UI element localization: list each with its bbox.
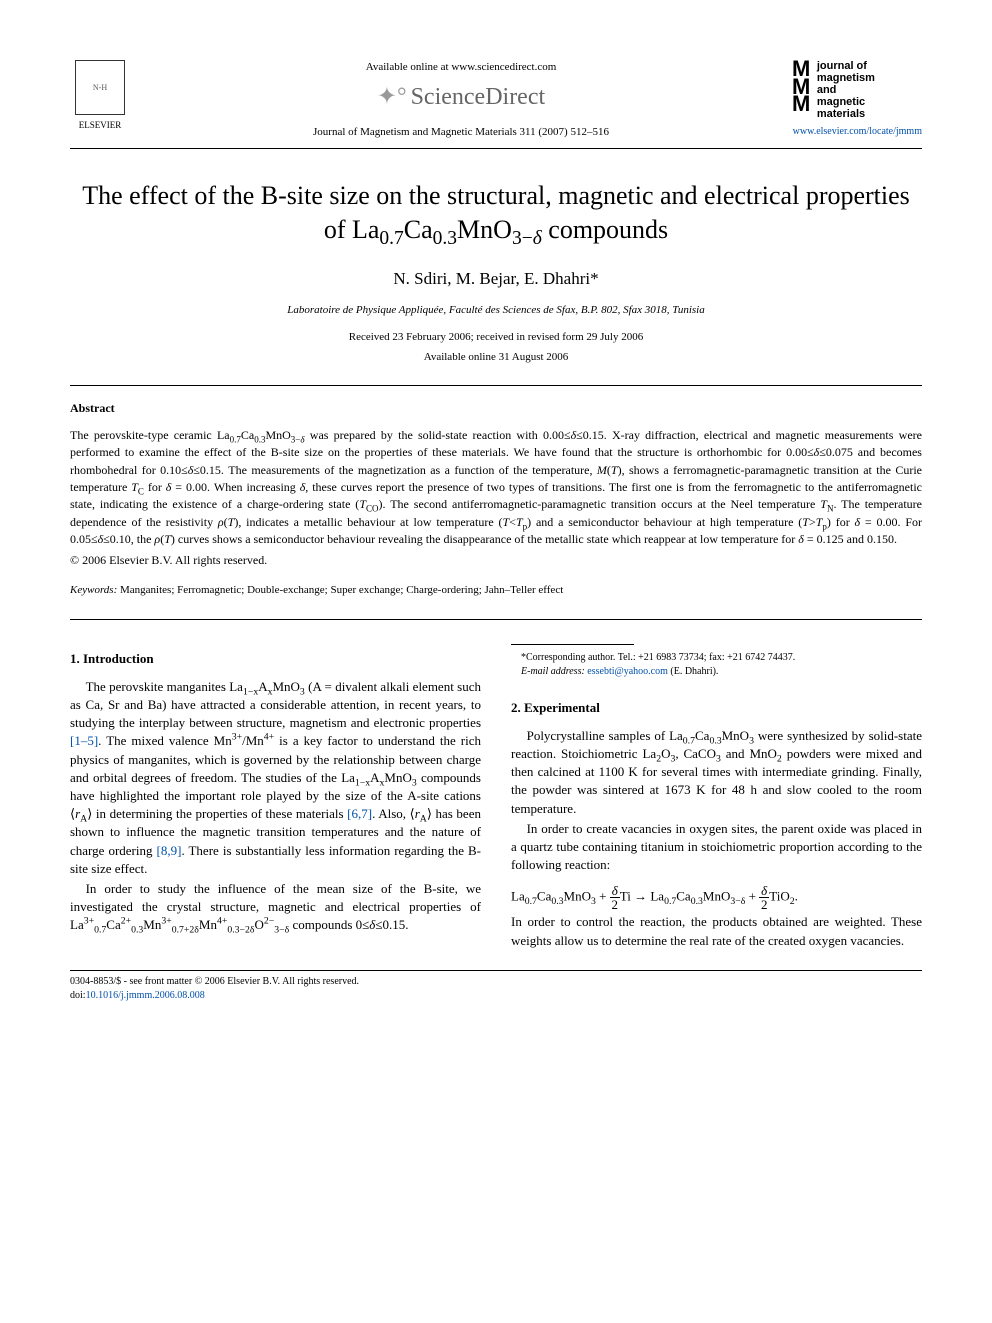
ref-link-1-5[interactable]: [1–5] xyxy=(70,733,98,748)
page-header: N-H ELSEVIER Available online at www.sci… xyxy=(70,60,922,140)
issn-line: 0304-8853/$ - see front matter © 2006 El… xyxy=(70,975,922,989)
abstract-top-rule xyxy=(70,385,922,386)
journal-citation: Journal of Magnetism and Magnetic Materi… xyxy=(130,125,792,140)
page-footer: 0304-8853/$ - see front matter © 2006 El… xyxy=(70,970,922,1003)
authors: N. Sdiri, M. Bejar, E. Dhahri* xyxy=(70,267,922,291)
journal-logo: MMM journal ofmagnetismandmagneticmateri… xyxy=(792,60,922,138)
doi-line: doi:10.1016/j.jmmm.2006.08.008 xyxy=(70,989,922,1003)
intro-paragraph-2: In order to study the influence of the m… xyxy=(70,880,481,935)
ref-link-8-9[interactable]: [8,9] xyxy=(157,843,182,858)
publisher-label: ELSEVIER xyxy=(70,119,130,132)
article-title: The effect of the B-site size on the str… xyxy=(70,179,922,247)
doi-label: doi: xyxy=(70,990,86,1001)
section-1-heading: 1. Introduction xyxy=(70,650,481,668)
center-header: Available online at www.sciencedirect.co… xyxy=(130,60,792,140)
keywords-label: Keywords: xyxy=(70,584,117,596)
publisher-logo: N-H ELSEVIER xyxy=(70,60,130,132)
abstract-body: The perovskite-type ceramic La0.7Ca0.3Mn… xyxy=(70,427,922,549)
intro-paragraph-1: The perovskite manganites La1−xAxMnO3 (A… xyxy=(70,678,481,878)
journal-mm-icon: MMM xyxy=(792,60,810,113)
reaction-equation: La0.7Ca0.3MnO3 + δ2Ti → La0.7Ca0.3MnO3−δ… xyxy=(511,884,922,911)
corresponding-author-footnote: *Corresponding author. Tel.: +21 6983 73… xyxy=(511,651,922,665)
email-footnote: E-mail address: essebti@yahoo.com (E. Dh… xyxy=(511,665,922,679)
abstract-bottom-rule xyxy=(70,619,922,620)
footnote-rule xyxy=(511,644,634,645)
email-label: E-mail address: xyxy=(521,666,585,677)
journal-name: journal ofmagnetismandmagneticmaterials xyxy=(817,60,875,120)
available-online-text: Available online at www.sciencedirect.co… xyxy=(130,60,792,75)
keywords: Keywords: Manganites; Ferromagnetic; Dou… xyxy=(70,583,922,598)
date-online: Available online 31 August 2006 xyxy=(70,350,922,365)
affiliation: Laboratoire de Physique Appliquée, Facul… xyxy=(70,303,922,318)
elsevier-tree-icon: N-H xyxy=(75,60,125,115)
corresponding-email-link[interactable]: essebti@yahoo.com xyxy=(587,666,668,677)
sciencedirect-text: ScienceDirect xyxy=(411,84,546,110)
ref-link-6-7[interactable]: [6,7] xyxy=(347,806,372,821)
date-received: Received 23 February 2006; received in r… xyxy=(70,330,922,345)
email-name: (E. Dhahri). xyxy=(670,666,718,677)
article-body: 1. Introduction The perovskite manganite… xyxy=(70,644,922,950)
sciencedirect-logo: ✦°ScienceDirect xyxy=(130,81,792,115)
section-2-heading: 2. Experimental xyxy=(511,699,922,717)
sciencedirect-icon: ✦° xyxy=(377,81,407,115)
doi-link[interactable]: 10.1016/j.jmmm.2006.08.008 xyxy=(86,990,205,1001)
journal-homepage-link[interactable]: www.elsevier.com/locate/jmmm xyxy=(792,126,922,138)
header-divider xyxy=(70,148,922,149)
keywords-list: Manganites; Ferromagnetic; Double-exchan… xyxy=(120,584,563,596)
experimental-paragraph-2: In order to create vacancies in oxygen s… xyxy=(511,820,922,875)
copyright: © 2006 Elsevier B.V. All rights reserved… xyxy=(70,552,922,569)
abstract-heading: Abstract xyxy=(70,400,922,417)
experimental-paragraph-1: Polycrystalline samples of La0.7Ca0.3MnO… xyxy=(511,727,922,818)
experimental-paragraph-3: In order to control the reaction, the pr… xyxy=(511,913,922,949)
